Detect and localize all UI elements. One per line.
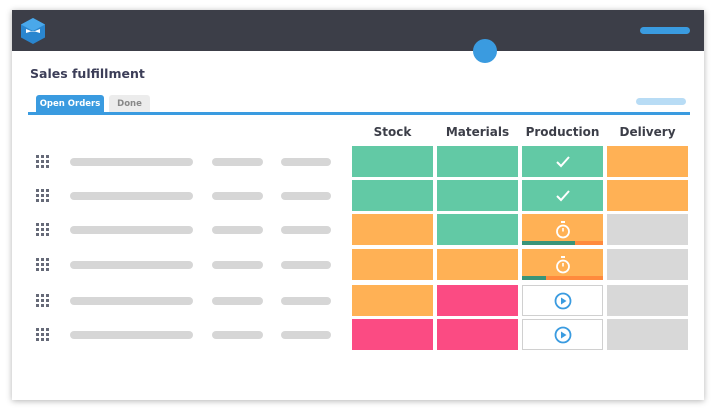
drag-handle-icon[interactable] (36, 294, 49, 307)
tab-underline (28, 112, 690, 115)
order-row[interactable] (12, 319, 704, 350)
delivery-status-cell[interactable] (607, 214, 688, 245)
order-field-placeholder (212, 261, 263, 269)
drag-handle-icon[interactable] (36, 258, 49, 271)
stopwatch-icon (555, 220, 571, 239)
drag-handle-icon[interactable] (36, 155, 49, 168)
order-field-placeholder (212, 331, 263, 339)
stock-status-cell[interactable] (352, 180, 433, 211)
action-button[interactable] (473, 39, 497, 63)
order-name-placeholder (70, 226, 193, 234)
logo-icon (21, 18, 45, 44)
order-field-placeholder (281, 192, 331, 200)
materials-status-cell[interactable] (437, 249, 518, 280)
materials-status-cell[interactable] (437, 319, 518, 350)
drag-handle-icon[interactable] (36, 328, 49, 341)
play-icon (554, 326, 572, 344)
order-row[interactable] (12, 146, 704, 177)
stock-status-cell[interactable] (352, 319, 433, 350)
production-status-cell[interactable] (522, 180, 603, 211)
delivery-status-cell[interactable] (607, 285, 688, 316)
column-header-production: Production (525, 125, 600, 139)
delivery-status-cell[interactable] (607, 146, 688, 177)
production-progress-bar (522, 276, 603, 280)
delivery-status-cell[interactable] (607, 319, 688, 350)
drag-handle-icon[interactable] (36, 189, 49, 202)
order-field-placeholder (212, 297, 263, 305)
delivery-status-cell[interactable] (607, 249, 688, 280)
production-status-cell[interactable] (522, 214, 603, 245)
tab-done[interactable]: Done (109, 95, 150, 113)
order-row[interactable] (12, 285, 704, 316)
column-header-stock: Stock (373, 125, 412, 139)
production-status-cell[interactable] (522, 285, 603, 316)
check-icon (555, 189, 570, 202)
stock-status-cell[interactable] (352, 214, 433, 245)
order-field-placeholder (281, 297, 331, 305)
order-field-placeholder (281, 158, 331, 166)
production-status-cell[interactable] (522, 319, 603, 350)
drag-handle-icon[interactable] (36, 223, 49, 236)
stock-status-cell[interactable] (352, 249, 433, 280)
user-menu-button[interactable] (640, 27, 690, 34)
order-name-placeholder (70, 297, 193, 305)
materials-status-cell[interactable] (437, 180, 518, 211)
column-header-materials: Materials (445, 125, 510, 139)
order-field-placeholder (212, 192, 263, 200)
materials-status-cell[interactable] (437, 214, 518, 245)
production-progress-bar (522, 241, 603, 245)
order-field-placeholder (281, 226, 331, 234)
check-icon (555, 155, 570, 168)
production-status-cell[interactable] (522, 146, 603, 177)
order-row[interactable] (12, 249, 704, 280)
materials-status-cell[interactable] (437, 285, 518, 316)
order-name-placeholder (70, 192, 193, 200)
app-window: Sales fulfillment Open Orders Done Stock… (12, 10, 704, 400)
order-name-placeholder (70, 261, 193, 269)
order-row[interactable] (12, 180, 704, 211)
order-field-placeholder (281, 331, 331, 339)
order-row[interactable] (12, 214, 704, 245)
order-name-placeholder (70, 158, 193, 166)
order-field-placeholder (212, 226, 263, 234)
top-bar (12, 10, 704, 51)
tab-open-orders[interactable]: Open Orders (36, 95, 104, 113)
play-icon (554, 292, 572, 310)
order-field-placeholder (212, 158, 263, 166)
delivery-status-cell[interactable] (607, 180, 688, 211)
page-title: Sales fulfillment (30, 66, 145, 81)
stopwatch-icon (555, 255, 571, 274)
filter-button[interactable] (636, 98, 686, 105)
column-header-delivery: Delivery (619, 125, 676, 139)
order-name-placeholder (70, 331, 193, 339)
order-field-placeholder (281, 261, 331, 269)
stock-status-cell[interactable] (352, 285, 433, 316)
stock-status-cell[interactable] (352, 146, 433, 177)
production-status-cell[interactable] (522, 249, 603, 280)
materials-status-cell[interactable] (437, 146, 518, 177)
